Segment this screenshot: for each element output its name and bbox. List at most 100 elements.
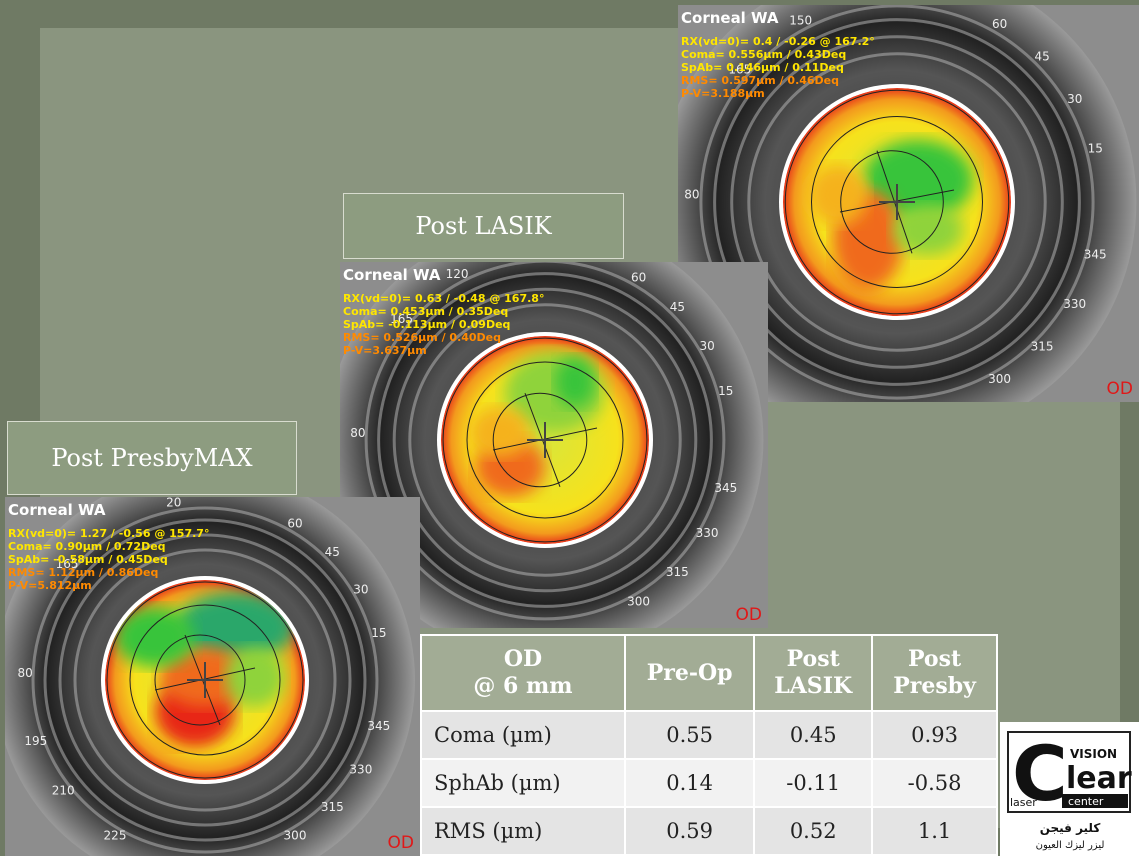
zone-circle: [466, 361, 624, 519]
zone-circle: [106, 581, 304, 779]
table-cell: SphAb (µm): [420, 758, 626, 808]
angle-label: 345: [1084, 248, 1107, 262]
zone-circle: [784, 89, 1010, 315]
ring: [699, 5, 1095, 400]
label: Post LASIK: [343, 193, 624, 259]
label: Post PresbyMAX: [7, 421, 297, 495]
readout: Coma= 0.556µm / 0.43Deq: [681, 48, 846, 61]
angle-label: 315: [666, 565, 689, 579]
angle-label: 60: [287, 517, 302, 531]
table-cell: 0.59: [623, 806, 756, 856]
angle-label: 195: [24, 734, 47, 748]
angle-label: 210: [52, 783, 75, 797]
ring: [747, 52, 1047, 352]
logo-text: laser: [1010, 796, 1037, 809]
angle-label: 30: [1067, 92, 1082, 106]
readout: RMS= 0.526µm / 0.40Deq: [343, 331, 501, 344]
zone-circle: [154, 634, 246, 726]
ring: [377, 272, 713, 608]
table-cell: RMS (µm): [420, 806, 626, 856]
readout: RX(vd=0)= 1.27 / -0.56 @ 157.7°: [8, 527, 209, 540]
readout: P-V=3.637µm: [343, 344, 427, 357]
ring: [31, 506, 379, 854]
angle-label: 60: [992, 17, 1007, 31]
angle-label: 80: [684, 187, 699, 201]
angle-label: 300: [284, 828, 307, 842]
crosshair: [527, 422, 563, 458]
logo-text: ليزر ليزك العيون: [1036, 840, 1105, 851]
angle-label: 30: [353, 583, 368, 597]
zone-circle: [492, 392, 588, 488]
table-cell: 0.93: [871, 710, 998, 760]
angle-label: 345: [367, 719, 390, 733]
angle-label: 20: [854, 5, 869, 6]
angle-label: 165: [56, 557, 79, 571]
header-cell: OD @ 6 mm: [420, 634, 626, 712]
angle-label: 80: [17, 666, 32, 680]
angle-label: 45: [325, 545, 340, 559]
ring: [730, 35, 1064, 369]
angle-label: 150: [789, 13, 812, 27]
table-cell: Coma (µm): [420, 710, 626, 760]
ring: [364, 262, 726, 621]
angle-label: 20: [166, 497, 181, 509]
panel-title: Corneal WA: [343, 266, 441, 284]
results-table: OD @ 6 mm Pre-Op Post LASIK Post Presby Com…: [420, 634, 998, 856]
map-zone: [470, 407, 530, 457]
angle-label: 345: [714, 481, 737, 495]
logo-letter: C: [1012, 729, 1068, 818]
crosshair: [879, 184, 915, 220]
angle-label: 225: [104, 828, 127, 842]
panel-title: Corneal WA: [681, 9, 779, 27]
ring: [73, 548, 337, 812]
map-zone: [555, 357, 595, 407]
table-cell: 0.52: [753, 806, 874, 856]
zone-circle: [811, 116, 983, 288]
angle-label: 315: [1031, 340, 1054, 354]
angle-label: 330: [696, 526, 719, 540]
angle-label: 15: [718, 384, 733, 398]
readout: Coma= 0.90µm / 0.72Deq: [8, 540, 166, 553]
ring: [392, 287, 698, 593]
zone-circle: [129, 604, 281, 756]
angle-label: 30: [699, 339, 714, 353]
readout: P-V=3.188µm: [681, 87, 765, 100]
table-row: SphAb (µm) 0.14 -0.11 -0.58: [420, 758, 998, 808]
angle-label: 165: [728, 63, 751, 77]
readout: SpAb= -0.113µm / 0.09Deq: [343, 318, 510, 331]
zone-circle: [840, 150, 944, 254]
map-zone: [893, 205, 963, 255]
ring: [713, 18, 1081, 386]
angle-label: 330: [1063, 297, 1086, 311]
topography-panel: 206045301515016580195345330315300Corneal…: [678, 5, 1139, 402]
table-cell: -0.58: [871, 758, 998, 808]
map-zone: [808, 165, 868, 225]
table-row: RMS (µm) 0.59 0.52 1.1: [420, 806, 998, 856]
angle-label: 300: [627, 595, 650, 609]
readout: RX(vd=0)= 0.63 / -0.48 @ 167.8°: [343, 292, 544, 305]
angle-label: 15: [371, 626, 386, 640]
logo-graphic: C VISION lear laser center كلير فيجن ليز…: [1007, 729, 1132, 851]
angle-label: 80: [350, 426, 365, 440]
readout: Coma= 0.453µm / 0.35Deq: [343, 305, 508, 318]
angle-label: 45: [670, 300, 685, 314]
logo-bar: [1062, 794, 1128, 808]
map-zone: [225, 647, 285, 707]
angle-label: 120: [446, 267, 469, 281]
readout: SpAb= 0.146µm / 0.11Deq: [681, 61, 844, 74]
angle-label: 300: [988, 372, 1011, 386]
logo-text: VISION: [1070, 747, 1117, 761]
logo-text: كلير فيجن: [1040, 821, 1101, 835]
table-row: Coma (µm) 0.55 0.45 0.93: [420, 710, 998, 760]
eye-label: OD: [388, 833, 414, 853]
angle-label: 165: [390, 312, 413, 326]
ring: [408, 303, 682, 577]
angle-label: 45: [1034, 49, 1049, 63]
header-cell: Post Presby: [871, 634, 998, 712]
map-zone: [863, 140, 973, 220]
zone-circle: [442, 337, 648, 543]
logo-text: center: [1068, 795, 1104, 808]
angle-label: 315: [321, 800, 344, 814]
eye-label: OD: [736, 605, 762, 625]
